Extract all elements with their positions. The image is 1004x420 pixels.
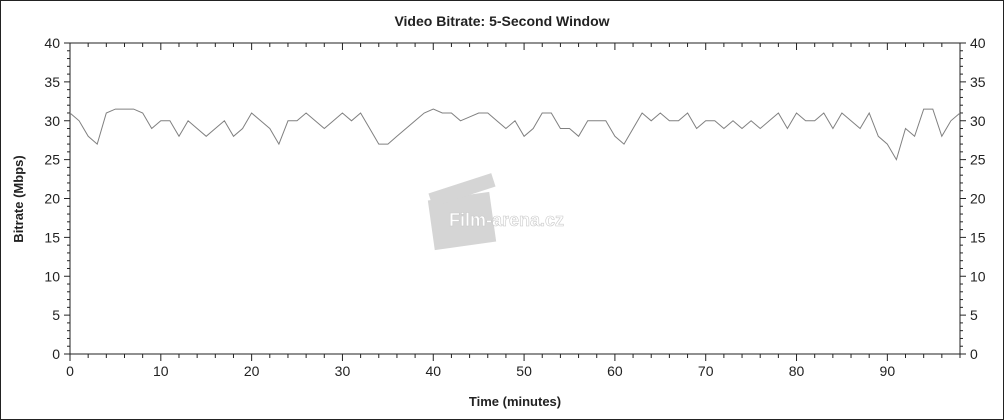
x-tick-label: 50 — [516, 363, 532, 379]
bitrate-series-line — [69, 108, 961, 161]
x-tick-label: 20 — [244, 363, 260, 379]
x-tick-label: 80 — [789, 363, 805, 379]
y-tick-label-right: 20 — [970, 191, 986, 207]
y-tick-label-right: 15 — [970, 229, 986, 245]
y-tick-label-left: 0 — [52, 346, 60, 362]
y-tick-label-right: 40 — [970, 35, 986, 51]
x-tick-label: 40 — [425, 363, 441, 379]
x-tick-label: 30 — [335, 363, 351, 379]
y-tick-label-right: 35 — [970, 74, 986, 90]
y-tick-label-left: 35 — [44, 74, 60, 90]
y-tick-label-left: 25 — [44, 152, 60, 168]
x-tick-label: 90 — [880, 363, 896, 379]
y-tick-label-left: 40 — [44, 35, 60, 51]
svg-text:Film-arena.cz: Film-arena.cz — [449, 210, 564, 230]
y-tick-label-left: 30 — [44, 113, 60, 129]
y-tick-label-right: 0 — [970, 346, 978, 362]
x-axis-label: Time (minutes) — [469, 394, 561, 409]
y-tick-label-right: 10 — [970, 268, 986, 284]
y-axis-label: Bitrate (Mbps) — [11, 155, 26, 242]
y-tick-label-right: 30 — [970, 113, 986, 129]
watermark-logo: Film-arena.cz — [427, 173, 564, 251]
y-tick-label-left: 5 — [52, 307, 60, 323]
x-tick-label: 0 — [66, 363, 74, 379]
x-tick-label: 70 — [698, 363, 714, 379]
y-tick-label-right: 5 — [970, 307, 978, 323]
x-tick-label: 10 — [153, 363, 169, 379]
y-tick-label-left: 20 — [44, 191, 60, 207]
x-tick-label: 60 — [607, 363, 623, 379]
y-tick-label-left: 10 — [44, 268, 60, 284]
y-tick-label-right: 25 — [970, 152, 986, 168]
chart-title: Video Bitrate: 5-Second Window — [394, 13, 609, 29]
y-tick-label-left: 15 — [44, 229, 60, 245]
plot-area-border — [69, 42, 961, 355]
